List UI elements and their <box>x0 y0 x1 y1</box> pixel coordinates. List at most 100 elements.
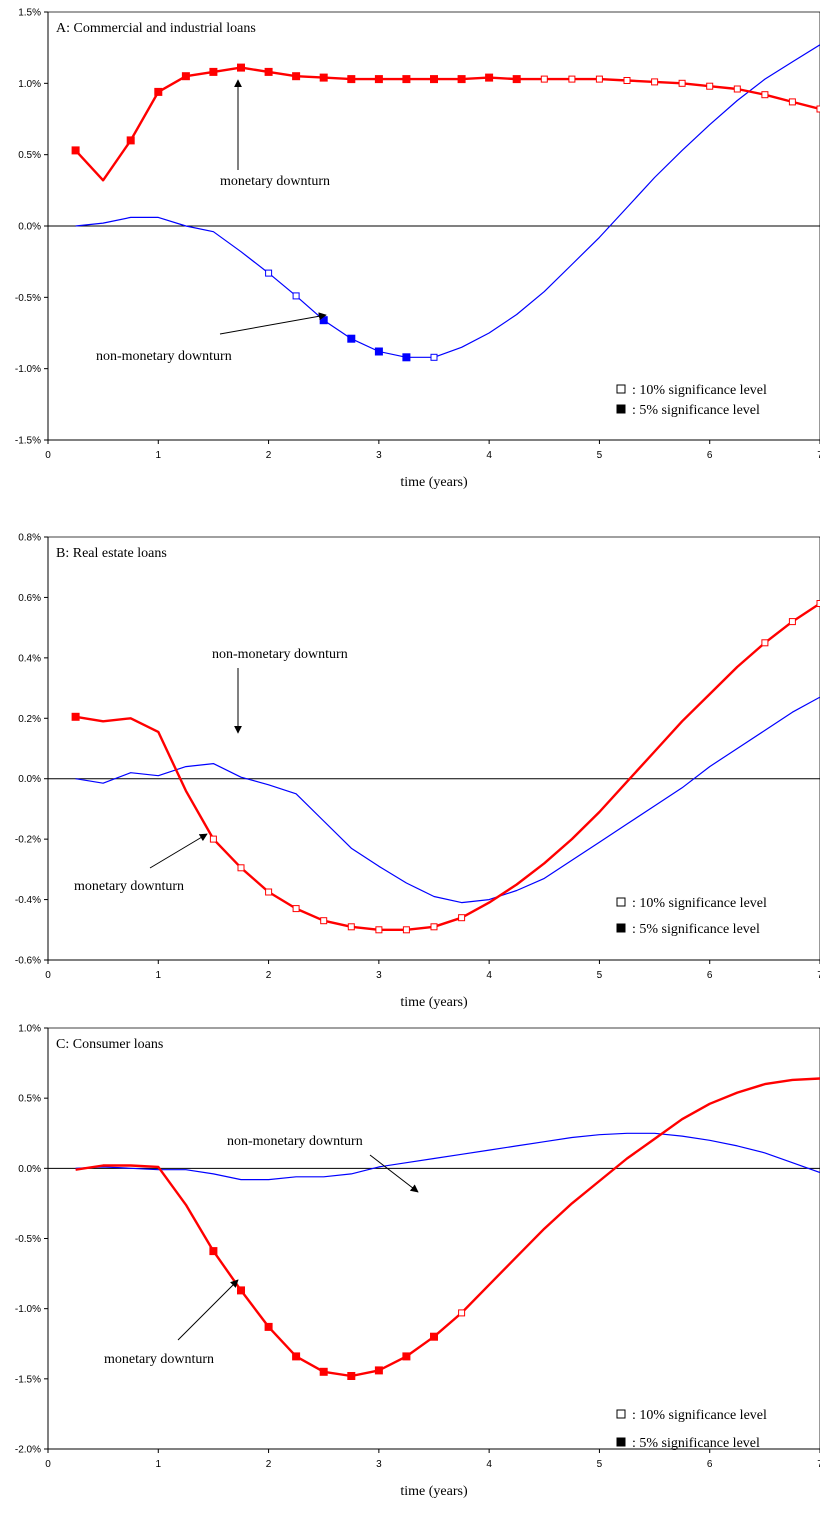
data-point-monetary <box>264 1322 273 1331</box>
series-line-monetary <box>74 66 820 182</box>
x-tick-label: 6 <box>707 450 713 461</box>
chart-panel-a: 1.5% 1.0% 0.5% 0.0% -0.5% -1.0% -1.5% 0 1 2 3 4 5 6 7 A… <box>15 8 820 490</box>
annotation-non-monetary: non-monetary downturn <box>227 1134 363 1149</box>
legend-open-marker-icon <box>616 384 626 394</box>
x-tick-label: 4 <box>486 970 492 981</box>
x-tick-label: 6 <box>707 970 713 981</box>
data-point-monetary <box>816 105 820 113</box>
y-tick-label: -0.5% <box>15 1234 41 1245</box>
y-tick-label: -0.5% <box>15 293 41 304</box>
y-tick-label: 1.0% <box>18 1024 41 1035</box>
y-tick-label: -1.0% <box>15 1304 41 1315</box>
chart-panel-c: 1.0% 0.5% 0.0% -0.5% -1.0% -1.5% -2.0% 0 1 2 3 4 5 6 7… <box>15 1024 820 1499</box>
legend-label-10pct: : 10% significance level <box>632 383 767 398</box>
x-tick-label: 1 <box>156 970 162 981</box>
data-point-monetary <box>375 926 383 934</box>
data-point-monetary <box>71 146 80 155</box>
y-tick-label: 0.0% <box>18 1164 41 1175</box>
legend-open-marker-icon <box>616 1409 626 1419</box>
data-point-monetary <box>347 923 355 931</box>
x-tick-label: 5 <box>597 450 603 461</box>
y-tick-label: 0.6% <box>18 593 41 604</box>
series-line-non-monetary <box>75 1132 820 1181</box>
y-tick-label: 0.5% <box>18 1094 41 1105</box>
annotation-arrow <box>219 312 327 335</box>
x-tick-label: 3 <box>376 1459 382 1470</box>
annotation-arrow <box>369 1154 419 1193</box>
data-point-monetary <box>568 75 576 83</box>
data-point-monetary <box>264 67 273 76</box>
y-tick-label: 1.5% <box>18 8 41 19</box>
x-tick-label: 0 <box>45 450 51 461</box>
annotation-non-monetary: non-monetary downturn <box>212 647 348 662</box>
chart-title: C: Consumer loans <box>56 1037 163 1052</box>
y-tick-label: -0.2% <box>15 835 41 846</box>
chart-title: A: Commercial and industrial loans <box>56 21 256 36</box>
annotation-monetary: monetary downturn <box>220 174 330 189</box>
y-tick-label: 0.5% <box>18 150 41 161</box>
legend-label-10pct: : 10% significance level <box>632 896 767 911</box>
x-tick-label: 2 <box>266 450 272 461</box>
legend: : 10% significance level : 5% significanc… <box>616 1408 767 1451</box>
data-point-monetary <box>430 923 438 931</box>
data-point-monetary <box>374 75 383 84</box>
x-tick-label: 5 <box>597 970 603 981</box>
data-point-non-monetary <box>347 334 356 343</box>
x-tick-label: 0 <box>45 1459 51 1470</box>
x-tick-label: 1 <box>156 450 162 461</box>
y-tick-label: -0.6% <box>15 956 41 967</box>
data-point-monetary <box>678 79 686 87</box>
legend-label-10pct: : 10% significance level <box>632 1408 767 1423</box>
x-tick-label: 3 <box>376 970 382 981</box>
chart-panel-b: 0.8% 0.6% 0.4% 0.2% 0.0% -0.2% -0.4% -0.6% 0 1 2 3 4… <box>15 533 820 1010</box>
annotation-monetary: monetary downturn <box>104 1352 214 1367</box>
y-tick-label: -1.0% <box>15 364 41 375</box>
x-tick-label: 2 <box>266 970 272 981</box>
data-point-monetary <box>595 75 603 83</box>
data-point-monetary <box>458 1309 466 1317</box>
data-point-monetary <box>292 72 301 81</box>
data-point-monetary <box>237 1286 245 1295</box>
data-point-monetary <box>788 618 796 626</box>
data-point-monetary <box>319 73 328 82</box>
x-tick-label: 4 <box>486 1459 492 1470</box>
legend-label-5pct: : 5% significance level <box>632 1436 760 1451</box>
data-point-monetary <box>540 75 548 83</box>
data-point-monetary <box>512 75 521 84</box>
data-point-monetary <box>181 72 190 81</box>
data-point-monetary <box>209 835 217 843</box>
legend-filled-marker-icon <box>616 923 626 933</box>
y-tick-label: 0.4% <box>18 653 41 664</box>
x-tick-label: 7 <box>817 970 820 981</box>
annotation-monetary: monetary downturn <box>74 879 184 894</box>
data-point-monetary <box>209 67 218 76</box>
data-point-monetary <box>265 888 273 896</box>
x-tick-label: 6 <box>707 1459 713 1470</box>
series-line-monetary <box>75 1077 820 1378</box>
data-point-monetary <box>347 75 356 84</box>
data-point-monetary <box>430 1332 438 1341</box>
data-point-monetary <box>292 1352 301 1361</box>
y-tick-label: 1.0% <box>18 79 41 90</box>
data-point-monetary <box>402 1352 411 1361</box>
data-point-monetary <box>623 77 631 84</box>
data-point-monetary <box>761 639 769 647</box>
chart-title: B: Real estate loans <box>56 546 167 561</box>
y-tick-label: -0.4% <box>15 895 41 906</box>
x-axis-label: time (years) <box>400 1484 468 1499</box>
data-point-non-monetary <box>265 269 273 277</box>
data-point-monetary <box>126 136 135 145</box>
legend: : 10% significance level: 5% significanc… <box>616 383 767 418</box>
series-line-monetary <box>75 602 820 931</box>
y-tick-label: 0.2% <box>18 714 41 725</box>
data-point-monetary <box>458 914 466 922</box>
data-point-monetary <box>457 75 466 84</box>
x-tick-label: 1 <box>156 1459 162 1470</box>
y-tick-label: -1.5% <box>15 436 41 447</box>
annotation-arrow <box>149 833 208 869</box>
data-point-monetary <box>733 85 741 93</box>
data-point-monetary <box>651 78 659 86</box>
data-point-monetary <box>209 1247 218 1256</box>
data-point-monetary <box>788 98 796 106</box>
